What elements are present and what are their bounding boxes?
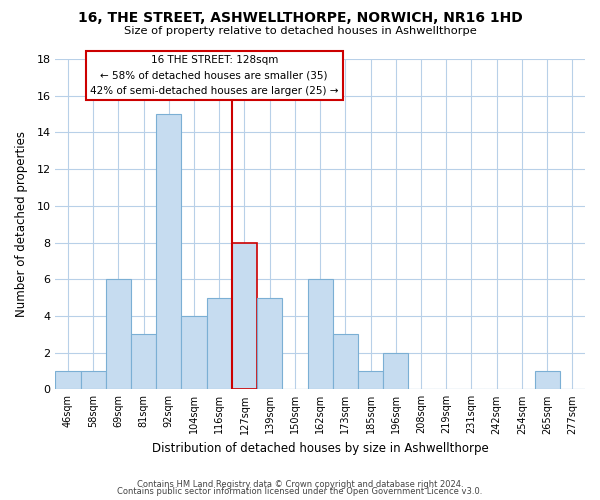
Bar bbox=[257, 298, 283, 390]
Y-axis label: Number of detached properties: Number of detached properties bbox=[15, 131, 28, 317]
Text: 16 THE STREET: 128sqm
← 58% of detached houses are smaller (35)
42% of semi-deta: 16 THE STREET: 128sqm ← 58% of detached … bbox=[90, 55, 338, 96]
Text: Contains HM Land Registry data © Crown copyright and database right 2024.: Contains HM Land Registry data © Crown c… bbox=[137, 480, 463, 489]
Bar bbox=[206, 298, 232, 390]
Bar bbox=[308, 279, 333, 390]
Bar bbox=[131, 334, 156, 390]
Bar bbox=[535, 371, 560, 390]
Text: Size of property relative to detached houses in Ashwellthorpe: Size of property relative to detached ho… bbox=[124, 26, 476, 36]
Bar bbox=[358, 371, 383, 390]
Bar bbox=[106, 279, 131, 390]
Text: Contains public sector information licensed under the Open Government Licence v3: Contains public sector information licen… bbox=[118, 487, 482, 496]
X-axis label: Distribution of detached houses by size in Ashwellthorpe: Distribution of detached houses by size … bbox=[152, 442, 488, 455]
Text: 16, THE STREET, ASHWELLTHORPE, NORWICH, NR16 1HD: 16, THE STREET, ASHWELLTHORPE, NORWICH, … bbox=[77, 12, 523, 26]
Bar bbox=[333, 334, 358, 390]
Bar bbox=[80, 371, 106, 390]
Bar bbox=[55, 371, 80, 390]
Bar bbox=[232, 242, 257, 390]
Bar bbox=[156, 114, 181, 390]
Bar bbox=[181, 316, 206, 390]
Bar bbox=[383, 352, 409, 390]
